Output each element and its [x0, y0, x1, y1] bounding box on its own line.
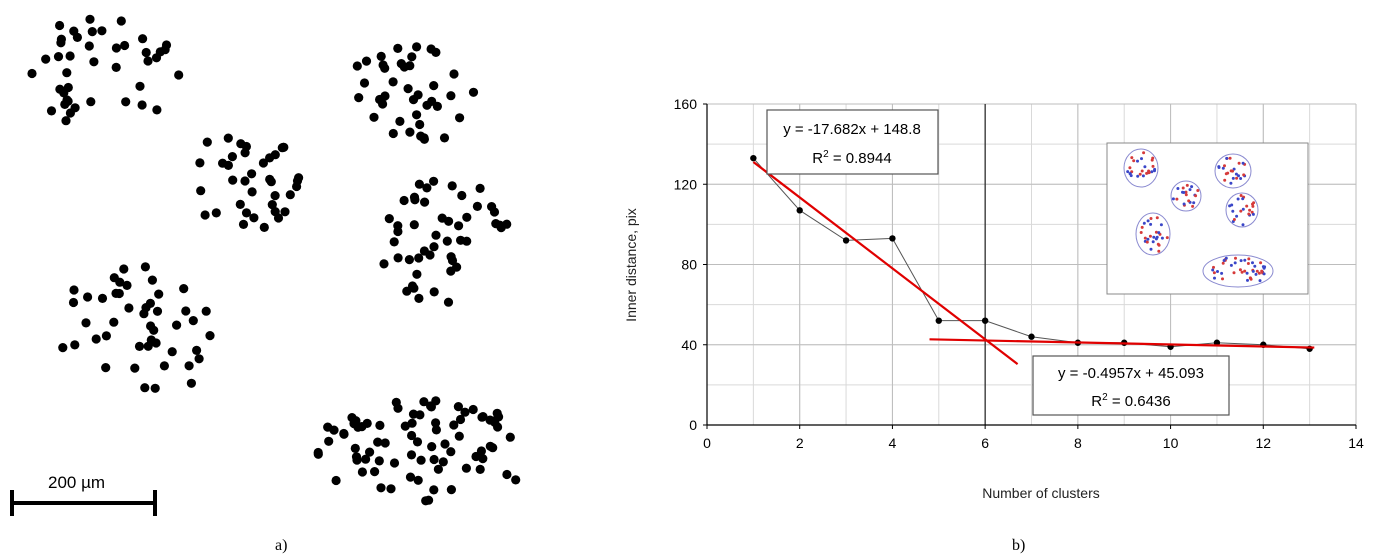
data-point	[981, 317, 989, 324]
fit-1-equation: y = -17.682x + 148.8	[783, 121, 921, 138]
x-tick-label: 2	[796, 435, 804, 451]
x-tick-label: 14	[1348, 435, 1364, 451]
data-point	[796, 207, 803, 214]
data-point	[1028, 333, 1035, 340]
fit-2-equation: y = -0.4957x + 45.093	[1058, 365, 1204, 382]
x-axis-label: Number of clusters	[982, 485, 1099, 501]
x-tick-label: 4	[889, 435, 897, 451]
x-tick-label: 12	[1255, 435, 1271, 451]
y-tick-label: 0	[689, 417, 697, 433]
inset-cluster-image	[1106, 142, 1309, 295]
fit-1-r2: R2 = 0.8944	[812, 149, 891, 167]
y-tick-label: 40	[681, 337, 697, 353]
data-point	[842, 237, 850, 244]
scale-bar: 200 µm	[10, 473, 157, 516]
y-axis-label: Inner distance, pix	[623, 208, 639, 322]
x-tick-label: 8	[1074, 435, 1082, 451]
data-point	[935, 317, 942, 324]
y-tick-label: 120	[674, 176, 698, 192]
y-tick-label: 160	[674, 96, 698, 112]
y-tick-label: 80	[681, 257, 697, 273]
chart-fit-lines	[752, 161, 1315, 366]
fit-line-2	[929, 338, 1315, 349]
data-point	[889, 235, 896, 242]
fit-line-1	[752, 161, 1019, 366]
scale-bar-label: 200 µm	[48, 473, 105, 492]
data-point	[750, 154, 757, 162]
fit-2-equation-box: y = -0.4957x + 45.093 R2 = 0.6436	[1032, 355, 1230, 416]
fit-2-r2: R2 = 0.6436	[1091, 392, 1170, 410]
x-tick-label: 0	[703, 435, 711, 451]
panel-a-label: a)	[275, 537, 287, 554]
cluster-image	[27, 14, 521, 506]
x-tick-label: 10	[1163, 435, 1179, 451]
chart-ticks: 0 2 4 6 8 10 12 14 0 40 80 120 160	[674, 96, 1364, 451]
fit-1-equation-box: y = -17.682x + 148.8 R2 = 0.8944	[766, 109, 939, 175]
x-tick-label: 6	[981, 435, 989, 451]
panel-b-label: b)	[1012, 537, 1025, 554]
